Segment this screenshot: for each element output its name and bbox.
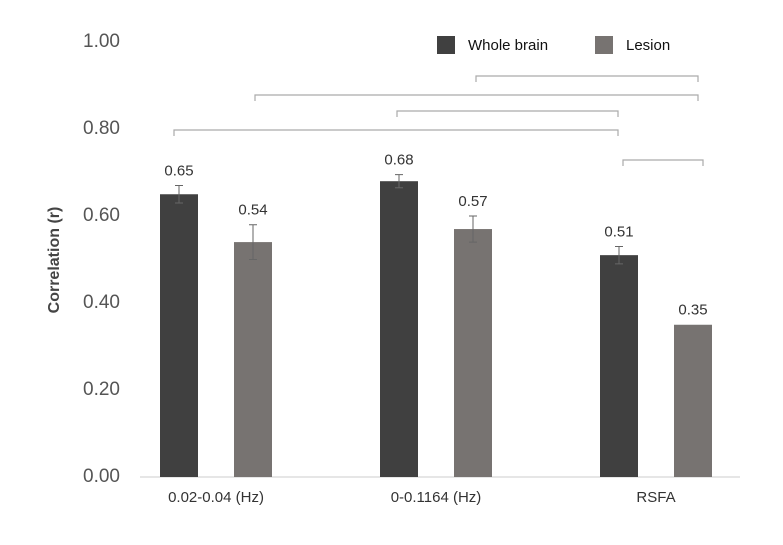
x-tick-label: 0.02-0.04 (Hz) [168,489,264,506]
y-tick-label: 0.60 [83,205,120,226]
bar [234,242,272,477]
bar [454,229,492,477]
y-tick-label: 0.00 [83,466,120,487]
bar [600,255,638,477]
legend-swatch [595,36,613,54]
bracket [173,129,619,136]
bar [380,181,418,477]
legend-label: Whole brain [468,37,548,54]
bracket [475,75,699,82]
value-label: 0.57 [458,193,487,210]
bracket [396,110,619,117]
value-label: 0.51 [604,223,633,240]
error-bar [249,224,257,260]
bar [674,324,712,477]
y-tick-label: 0.40 [83,292,120,313]
x-tick-label: 0-0.1164 (Hz) [391,489,482,506]
y-tick-label: 0.80 [83,118,120,139]
y-axis-label: Correlation (r) [46,207,63,314]
y-tick-label: 0.20 [83,379,120,400]
x-tick-label: RSFA [636,489,675,506]
error-bar [395,174,403,189]
legend-swatch [437,36,455,54]
value-label: 0.35 [678,302,707,319]
value-label: 0.68 [384,152,413,169]
value-label: 0.65 [164,163,193,180]
legend-label: Lesion [626,37,670,54]
bracket [254,94,699,101]
error-bar [469,215,477,243]
significance-brackets [173,75,704,166]
value-label: 0.54 [238,202,267,219]
error-bar [615,245,623,265]
bar [160,194,198,477]
y-tick-label: 1.00 [83,31,120,52]
bracket [622,159,704,166]
error-bar [175,185,183,204]
